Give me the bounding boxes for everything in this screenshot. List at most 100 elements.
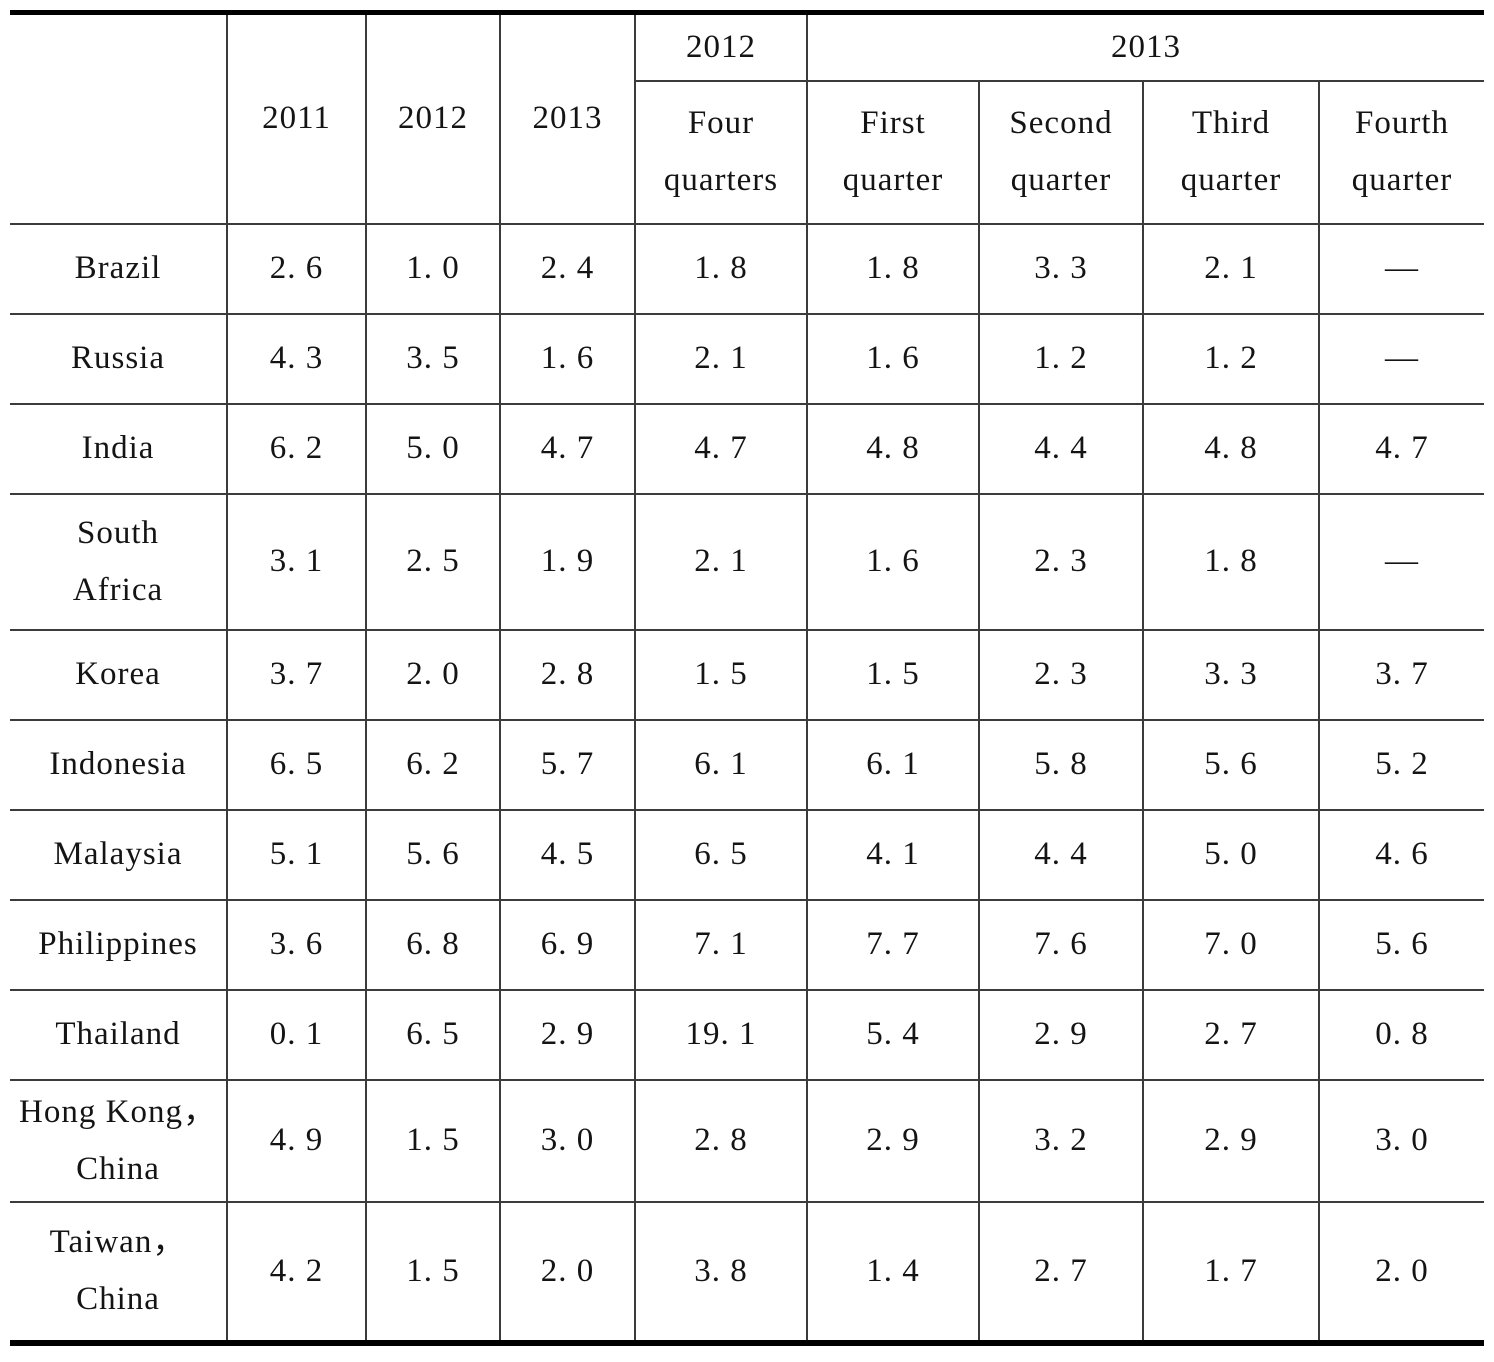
row-label: Philippines: [10, 898, 228, 991]
value-cell: 3. 7: [1318, 628, 1484, 721]
value-cell: —: [1318, 492, 1484, 631]
header-row-quarters: Four quarters First quarter Second quart…: [10, 79, 1484, 225]
value-cell: 2. 0: [499, 1200, 636, 1344]
value-cell: 6. 2: [365, 718, 501, 811]
value-cell: 3. 2: [978, 1078, 1144, 1203]
header-line-2: quarters: [663, 162, 779, 198]
row-label-line-1: South: [76, 514, 160, 551]
value-cell: 1. 8: [634, 222, 808, 315]
row-label: Korea: [10, 628, 228, 721]
value-cell: 4. 8: [1142, 402, 1320, 495]
header-year-2011: 2011: [226, 11, 367, 225]
table-row-philippines: Philippines 3. 6 6. 8 6. 9 7. 1 7. 7 7. …: [10, 898, 1484, 991]
value-cell: —: [1318, 222, 1484, 315]
header-group-2013: 2013: [806, 11, 1484, 82]
value-cell: 6. 1: [806, 718, 980, 811]
row-label: India: [10, 402, 228, 495]
value-cell: 5. 0: [365, 402, 501, 495]
value-cell: 1. 4: [806, 1200, 980, 1344]
value-cell: 2. 3: [978, 492, 1144, 631]
table-row-thailand: Thailand 0. 1 6. 5 2. 9 19. 1 5. 4 2. 9 …: [10, 988, 1484, 1081]
header-line-2: quarter: [1010, 162, 1112, 198]
table-row-south-africa: South Africa 3. 1 2. 5 1. 9 2. 1 1. 6 2.…: [10, 492, 1484, 631]
header-line-1: First: [860, 105, 926, 141]
table-row-hong-kong-china: Hong Kong， China 4. 9 1. 5 3. 0 2. 8 2. …: [10, 1078, 1484, 1203]
value-cell: 19. 1: [634, 988, 808, 1081]
value-cell: 2. 3: [978, 628, 1144, 721]
value-cell: 6. 5: [226, 718, 367, 811]
header-first-quarter: First quarter: [806, 79, 980, 225]
table-row-brazil: Brazil 2. 6 1. 0 2. 4 1. 8 1. 8 3. 3 2. …: [10, 222, 1484, 315]
row-label: Indonesia: [10, 718, 228, 811]
value-cell: 4. 4: [978, 808, 1144, 901]
value-cell: 1. 5: [365, 1078, 501, 1203]
value-cell: 1. 5: [806, 628, 980, 721]
header-fourth-quarter: Fourth quarter: [1318, 79, 1484, 225]
value-cell: 4. 7: [499, 402, 636, 495]
value-cell: 1. 5: [634, 628, 808, 721]
value-cell: 1. 6: [806, 492, 980, 631]
value-cell: 2. 7: [978, 1200, 1144, 1344]
header-line-1: Fourth: [1354, 105, 1449, 141]
value-cell: 1. 8: [1142, 492, 1320, 631]
value-cell: 2. 4: [499, 222, 636, 315]
value-cell: 0. 8: [1318, 988, 1484, 1081]
value-cell: 1. 6: [806, 312, 980, 405]
value-cell: 1. 6: [499, 312, 636, 405]
value-cell: 2. 9: [978, 988, 1144, 1081]
value-cell: 7. 6: [978, 898, 1144, 991]
row-label-line-2: Africa: [72, 571, 164, 608]
row-label: Russia: [10, 312, 228, 405]
value-cell: 1. 5: [365, 1200, 501, 1344]
value-cell: 3. 3: [978, 222, 1144, 315]
value-cell: 6. 1: [634, 718, 808, 811]
header-row-groups: 2011 2012 2013 2012 2013: [10, 11, 1484, 225]
value-cell: 4. 1: [806, 808, 980, 901]
value-cell: 1. 7: [1142, 1200, 1320, 1344]
table-row-korea: Korea 3. 7 2. 0 2. 8 1. 5 1. 5 2. 3 3. 3…: [10, 628, 1484, 721]
header-line-1: Third: [1191, 105, 1271, 141]
table-row-indonesia: Indonesia 6. 5 6. 2 5. 7 6. 1 6. 1 5. 8 …: [10, 718, 1484, 811]
gdp-growth-table: 2011 2012 2013 2012 2013 Four quarters F…: [10, 10, 1484, 1346]
value-cell: 3. 0: [499, 1078, 636, 1203]
header-group-2012: 2012: [634, 11, 808, 82]
header-line-2: quarter: [1351, 162, 1453, 198]
value-cell: 2. 1: [634, 492, 808, 631]
value-cell: 2. 1: [1142, 222, 1320, 315]
value-cell: 4. 8: [806, 402, 980, 495]
value-cell: 1. 0: [365, 222, 501, 315]
value-cell: 4. 6: [1318, 808, 1484, 901]
row-label: Taiwan， China: [10, 1200, 228, 1344]
value-cell: 2. 9: [499, 988, 636, 1081]
row-label-line-1: Taiwan，: [49, 1224, 187, 1260]
value-cell: 2. 5: [365, 492, 501, 631]
value-cell: 6. 2: [226, 402, 367, 495]
value-cell: 3. 3: [1142, 628, 1320, 721]
header-line-2: quarter: [1180, 162, 1282, 198]
value-cell: 2. 0: [1318, 1200, 1484, 1344]
value-cell: 6. 8: [365, 898, 501, 991]
value-cell: 5. 1: [226, 808, 367, 901]
value-cell: 1. 2: [978, 312, 1144, 405]
value-cell: 7. 0: [1142, 898, 1320, 991]
value-cell: 2. 6: [226, 222, 367, 315]
value-cell: 3. 1: [226, 492, 367, 631]
header-year-2012: 2012: [365, 11, 501, 225]
header-line-2: quarter: [842, 162, 944, 198]
value-cell: 5. 7: [499, 718, 636, 811]
value-cell: 4. 7: [634, 402, 808, 495]
header-line-1: Four: [687, 105, 755, 141]
value-cell: 3. 5: [365, 312, 501, 405]
value-cell: 2. 0: [365, 628, 501, 721]
value-cell: 5. 6: [365, 808, 501, 901]
row-label-line-2: China: [76, 1281, 160, 1317]
value-cell: 4. 3: [226, 312, 367, 405]
value-cell: 4. 4: [978, 402, 1144, 495]
value-cell: 5. 0: [1142, 808, 1320, 901]
value-cell: 0. 1: [226, 988, 367, 1081]
value-cell: 6. 9: [499, 898, 636, 991]
header-four-quarters: Four quarters: [635, 79, 808, 225]
value-cell: 6. 5: [634, 808, 808, 901]
table-row-taiwan-china: Taiwan， China 4. 2 1. 5 2. 0 3. 8 1. 4 2…: [10, 1200, 1484, 1344]
